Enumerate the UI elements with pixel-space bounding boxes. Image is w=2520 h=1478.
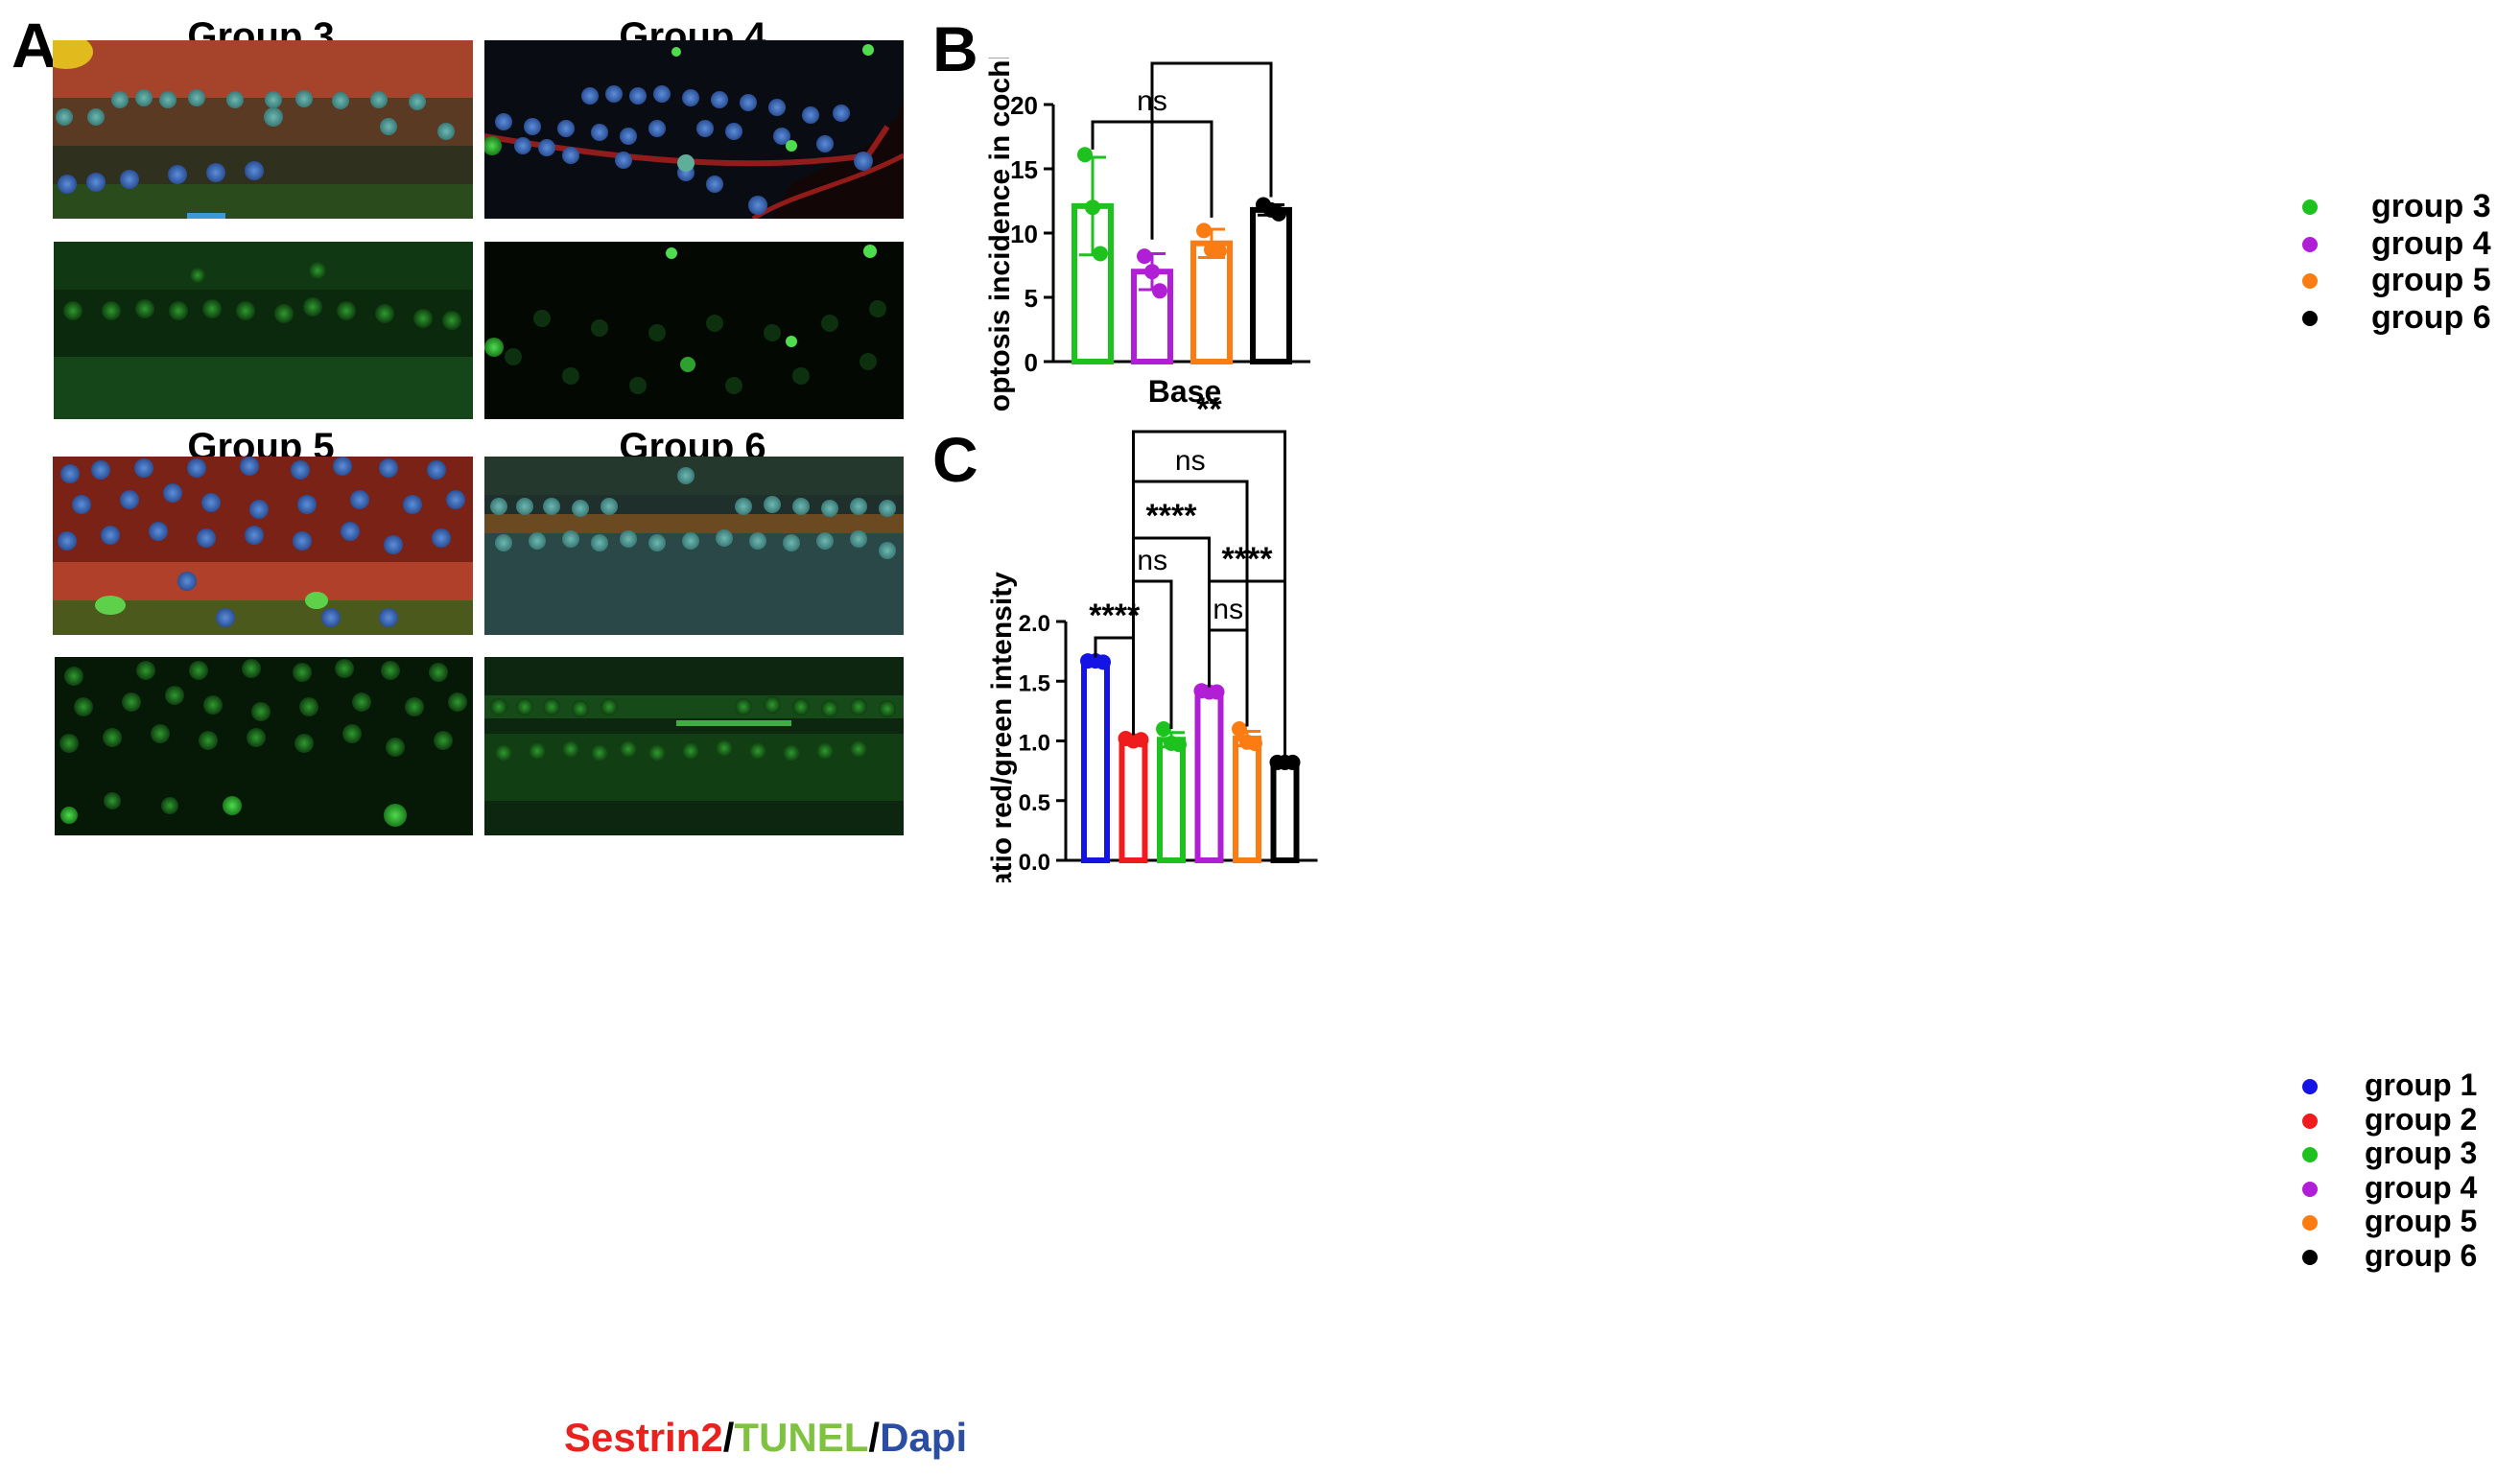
significance-label: ** (1196, 393, 1222, 428)
legend-swatch (2302, 1147, 2318, 1162)
legend-label: group 2 (2365, 1101, 2478, 1137)
legend-swatch (2302, 1181, 2318, 1197)
data-point (1171, 737, 1187, 753)
data-point (1137, 248, 1152, 265)
y-tick-label: 15 (1010, 155, 1038, 184)
stain-legend: Sestrin2/TUNEL/Dapi (564, 1418, 967, 1458)
legend-swatch (2302, 1249, 2318, 1265)
y-tick-label: 0.5 (1019, 790, 1050, 816)
y-axis-label: Ratio red/green intensity (986, 572, 1018, 882)
legend-swatch (2302, 1079, 2318, 1094)
significance-label: *** (1192, 58, 1231, 59)
y-tick-label: 20 (1010, 91, 1038, 120)
y-tick-label: 1.0 (1019, 731, 1050, 757)
data-point (1247, 735, 1262, 751)
legend-label: group 5 (2371, 262, 2491, 298)
legend-label: group 6 (2371, 298, 2491, 336)
legend-swatch (2302, 310, 2318, 326)
group-4-tunel-nuclei (505, 300, 886, 394)
group-6-tunel-image (484, 657, 904, 835)
legend-swatch (2302, 199, 2318, 215)
legend-label: group 5 (2365, 1204, 2478, 1238)
legend-swatch (2302, 1215, 2318, 1231)
y-axis-label: Apoptosis incidence in cochlea (984, 58, 1016, 412)
data-point (1271, 205, 1286, 222)
panel-b-letter: B (932, 13, 978, 84)
significance-bracket (1094, 636, 1135, 736)
group-4-tunel-image (484, 242, 904, 419)
legend-label: group 3 (2371, 188, 2491, 224)
panel-a-letter: A (12, 10, 58, 81)
significance-label: ns (1175, 445, 1206, 477)
group-3-tunel-image (54, 242, 473, 419)
y-tick-label: 0 (1024, 348, 1038, 377)
data-point (1077, 147, 1093, 163)
legend-label: group 6 (2365, 1237, 2478, 1273)
data-point (1085, 199, 1100, 216)
legend-label: group 1 (2365, 1067, 2478, 1102)
legend-swatch (2302, 1113, 2318, 1129)
bar (1233, 736, 1261, 864)
panel-c-letter: C (932, 424, 978, 495)
legend-label: group 4 (2365, 1169, 2478, 1205)
data-point (1284, 754, 1301, 770)
y-tick-label: 2.0 (1019, 611, 1050, 637)
slash-1: / (722, 1415, 735, 1460)
significance-label: ns (1213, 594, 1243, 625)
group-6-merged-nuclei (490, 467, 896, 559)
x-axis-label: Base (1148, 374, 1222, 409)
data-point (1196, 223, 1212, 239)
data-point (1095, 654, 1111, 670)
bar (1190, 240, 1233, 364)
group-5-merged-nuclei (58, 457, 465, 627)
legend-label: group 4 (2371, 224, 2491, 262)
significance-bracket (1208, 628, 1249, 727)
sestrin2-label: Sestrin2 (564, 1415, 723, 1460)
data-point (1232, 721, 1247, 738)
data-point (1212, 243, 1227, 259)
significance-label: ns (1137, 545, 1167, 576)
group-3-tunel-nuclei (63, 262, 461, 330)
y-tick-label: 0.0 (1019, 850, 1050, 876)
bar (1270, 759, 1300, 863)
slash-2: / (868, 1415, 881, 1460)
legend-swatch (2302, 236, 2318, 252)
y-tick-label: 5 (1024, 284, 1038, 313)
significance-bracket (1150, 61, 1273, 240)
dapi-label: Dapi (880, 1415, 968, 1460)
legend-label: group 3 (2365, 1136, 2478, 1170)
significance-bracket (1132, 430, 1286, 758)
group-5-merged-image (53, 457, 473, 635)
group-6-merged-image (484, 457, 904, 635)
bar (1250, 206, 1292, 364)
bar (1119, 737, 1148, 864)
tunel-label: TUNEL (734, 1415, 869, 1460)
significance-label: **** (1146, 498, 1198, 534)
data-point (1156, 721, 1171, 738)
y-tick-label: 10 (1010, 220, 1038, 248)
data-point (1093, 246, 1108, 262)
group-3-merged-image (53, 40, 473, 219)
bar (1157, 737, 1186, 864)
group-6-tunel-nuclei (490, 696, 896, 762)
y-tick-label: 1.5 (1019, 670, 1050, 696)
group-5-tunel-image (55, 657, 473, 835)
group-4-merged-image (484, 40, 904, 219)
legend-swatch (2302, 273, 2318, 289)
data-point (1152, 283, 1167, 299)
data-point (1209, 684, 1225, 700)
group-3-merged-nuclei (56, 89, 455, 194)
bar (1194, 689, 1224, 863)
bar (1081, 658, 1110, 863)
group-4-merged-nuclei (495, 85, 873, 215)
data-point (1144, 264, 1160, 280)
data-point (1133, 732, 1149, 748)
group-5-tunel-nuclei (59, 659, 467, 814)
